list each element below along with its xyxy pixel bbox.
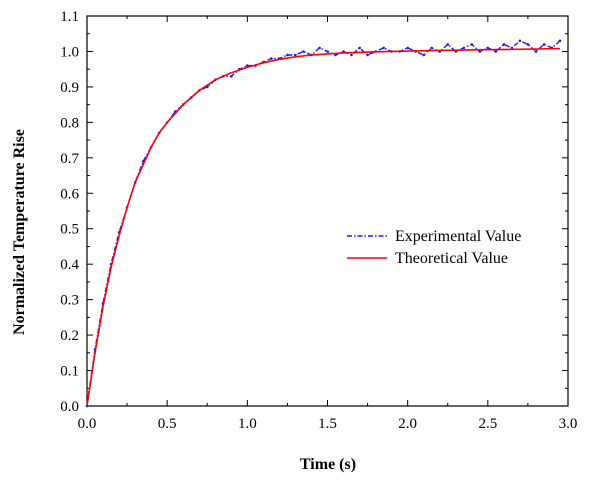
x-tick-label: 2.5 [478,416,497,432]
y-tick-label: 0.2 [60,328,79,344]
experimental-point [486,46,490,50]
series-line-experimental [86,39,561,407]
experimental-point [318,46,321,50]
y-tick-label: 0.7 [60,151,79,167]
y-tick-label: 1.0 [60,44,79,60]
experimental-point [542,43,546,46]
y-tick-label: 0.6 [60,186,79,202]
experimental-point [286,53,289,57]
experimental-point [518,39,522,43]
experimental-point [446,43,450,46]
series-line-theoretical [86,47,561,407]
experimental-point [358,46,361,50]
experimental-point [558,39,562,43]
experimental-point [470,43,474,46]
experimental-point [534,50,538,53]
experimental-point [462,46,466,50]
experimental-point [230,75,233,78]
x-axis-title: Time (s) [300,456,356,473]
experimental-point [366,53,369,57]
y-tick-label: 0.9 [60,80,79,96]
y-axis-title: Normalized Temperature Rise [11,129,28,335]
y-tick-label: 0.3 [60,293,79,309]
y-tick-label: 0.5 [60,222,79,238]
axes: 0.0 0.5 1.0 1.5 2.0 2.5 3.0 0.0 0.1 0.2 0.3 0.4 0.5 0… [60,9,577,432]
experimental-point [430,46,434,50]
series-layer [85,39,562,408]
experimental-point [406,46,410,50]
experimental-point [478,50,482,53]
y-tick-label: 0.8 [60,115,79,131]
experimental-point [422,53,426,57]
plot-frame [86,15,569,407]
legend: Experimental Value Theoretical Value [347,228,521,267]
x-tick-label: 2.0 [398,416,417,432]
experimental-point [502,43,506,46]
x-tick-label: 3.0 [559,416,578,432]
experimental-point [494,50,498,53]
legend-label-theoretical: Theoretical Value [395,250,508,267]
x-tick-label: 1.0 [238,416,257,432]
y-tick-label: 1.1 [60,9,79,25]
experimental-point [334,53,337,57]
y-tick-label: 0.0 [60,399,79,415]
experimental-point [294,53,297,57]
experimental-point [350,53,353,57]
experimental-point [246,64,249,67]
x-tick-label: 1.5 [318,416,337,432]
x-tick-label: 0.5 [158,416,177,432]
x-tick-label: 0.0 [78,416,97,432]
experimental-point [382,46,385,50]
experimental-point [526,43,530,46]
y-tick-label: 0.4 [60,257,79,273]
experimental-point [326,50,329,53]
y-tick-label: 0.1 [60,364,79,380]
experimental-point [302,50,305,53]
legend-label-experimental: Experimental Value [395,228,521,245]
experimental-point [270,57,273,60]
